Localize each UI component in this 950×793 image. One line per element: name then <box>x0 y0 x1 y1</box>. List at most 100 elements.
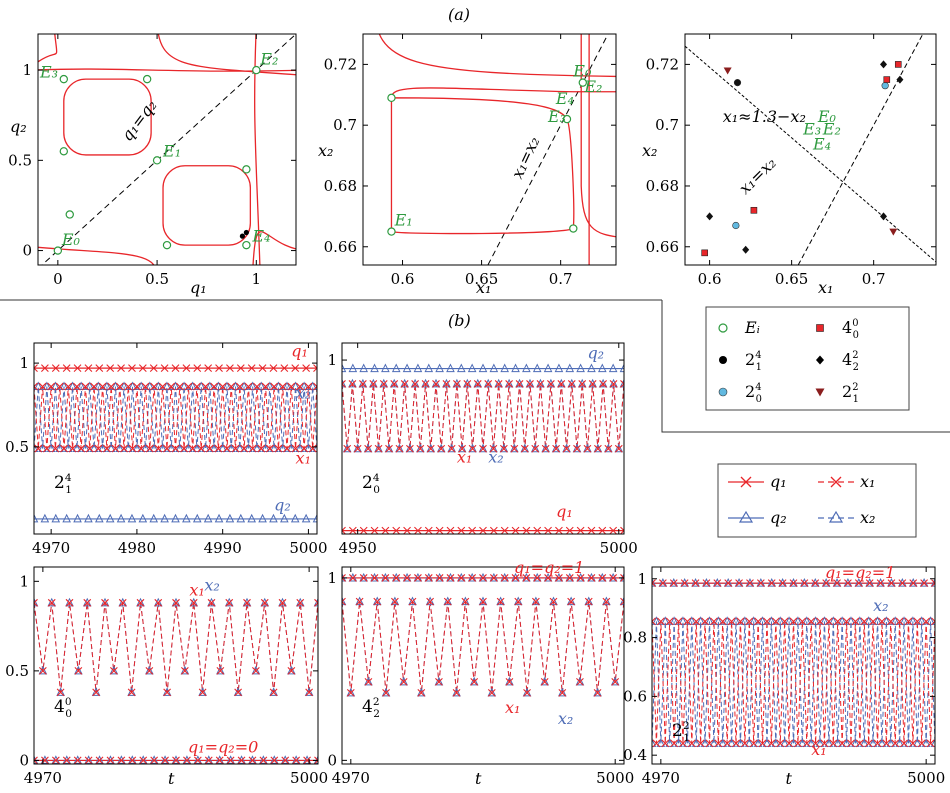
x1-point-marker <box>576 678 584 686</box>
x1-point-marker <box>382 688 390 697</box>
x1-point-marker <box>558 688 567 697</box>
x2-point-marker <box>274 381 283 391</box>
q1-point-marker <box>724 579 733 588</box>
x2-point-marker <box>118 597 128 607</box>
x1-point-marker <box>882 739 891 748</box>
x1-point-marker <box>665 617 674 626</box>
b1-plot <box>34 364 317 523</box>
q1-point-marker <box>280 364 289 373</box>
x2-point-marker <box>154 381 163 391</box>
q2-point-marker <box>608 363 618 373</box>
q1-point-marker <box>909 579 918 588</box>
q1-point-marker <box>281 756 290 764</box>
q2-point-marker <box>348 572 358 582</box>
q2-point-marker <box>290 513 300 523</box>
x1-point-marker <box>785 739 793 748</box>
b1-frame <box>33 342 318 535</box>
q1-point-marker <box>489 526 498 534</box>
x2-point-marker <box>109 665 119 675</box>
q2-point-marker <box>248 755 257 764</box>
x2-point-marker <box>355 596 364 606</box>
orbit-point-marker <box>243 229 249 236</box>
x1-point-marker <box>34 598 38 607</box>
q2-point-marker <box>576 363 585 373</box>
x2-point-marker <box>487 687 497 697</box>
b2-xtick-label: 4950 <box>339 539 377 557</box>
x1-point-marker <box>47 598 56 607</box>
x1-point-marker <box>776 739 785 748</box>
x1-point-marker <box>167 382 176 391</box>
x2-point-marker <box>226 443 236 453</box>
x1-point-marker <box>614 444 623 453</box>
x1-point-marker <box>749 739 758 748</box>
x1-point-marker <box>567 380 576 388</box>
q2-point-marker <box>225 513 235 523</box>
x1-point-marker <box>390 380 399 388</box>
legend-b-box <box>717 463 917 538</box>
x1-point-marker <box>732 739 740 748</box>
x1-point-marker <box>816 617 824 626</box>
q1-point-marker <box>652 579 656 588</box>
q2-point-marker <box>511 572 520 582</box>
a1-frame <box>37 33 297 266</box>
x2-point-marker <box>443 596 453 606</box>
x2-point-marker <box>452 687 461 697</box>
q2-point-marker <box>489 572 499 582</box>
legend-marker <box>815 388 825 397</box>
q1-point-marker <box>193 756 202 764</box>
q1-point-marker <box>128 756 137 764</box>
x1-point-marker <box>154 444 163 453</box>
x1-point-marker <box>416 444 425 453</box>
q1-point-marker <box>226 364 234 373</box>
regime-label-sub: 1 <box>65 484 72 496</box>
x2-point-marker <box>38 665 48 675</box>
x2-point-marker <box>34 381 43 391</box>
x2-point-marker <box>171 597 181 607</box>
b3-plot <box>34 597 318 764</box>
x2-point-marker <box>353 443 362 453</box>
x1-point-marker <box>789 617 798 626</box>
a2-ytick-label: 0.72 <box>324 55 357 73</box>
x2-point-marker <box>34 597 39 607</box>
x1-point-marker <box>452 688 461 697</box>
legend-label-sup: 2 <box>852 350 858 361</box>
x1-point-marker <box>500 444 508 453</box>
x2-point-marker <box>868 738 878 747</box>
legend-marker <box>718 387 728 397</box>
x2-point-marker <box>222 381 232 391</box>
a2-xtick-label: 0.65 <box>465 270 498 288</box>
orbit-point-marker <box>723 67 732 75</box>
x2-point-marker <box>261 443 270 453</box>
series-label: x₂ <box>204 575 219 594</box>
q2-point-marker <box>887 578 896 587</box>
x2-point-marker <box>549 596 558 606</box>
a2-ytick-label: 0.68 <box>324 177 357 195</box>
x2-point-marker <box>899 616 909 625</box>
q2-point-marker <box>312 513 317 523</box>
x2-point-marker <box>158 443 167 453</box>
q2-point-marker <box>280 755 290 764</box>
legend-marker <box>719 356 727 364</box>
legend-a-item: 24 0 <box>718 382 762 405</box>
q1-point-marker <box>392 526 401 534</box>
x2-point-marker <box>722 616 732 625</box>
legend-label-sup: 4 <box>755 382 761 393</box>
q1-point-marker <box>51 364 60 373</box>
q1-point-marker <box>269 364 278 373</box>
x2-point-marker <box>239 381 249 391</box>
q1-point-marker <box>62 756 71 764</box>
x1-point-marker <box>60 444 68 453</box>
q2-point-marker <box>435 363 444 373</box>
x2-point-marker <box>510 443 519 453</box>
x1-point-marker <box>42 444 51 453</box>
legend-marker <box>816 324 824 332</box>
x2-point-marker <box>452 378 462 388</box>
x1-point-marker <box>287 382 296 391</box>
q2-point-marker <box>930 578 935 587</box>
q1-point-marker <box>669 579 678 588</box>
x2-point-marker <box>175 443 185 453</box>
x1-point-marker <box>244 382 253 391</box>
q2-point-marker <box>456 363 466 373</box>
x1-point-marker <box>364 444 372 453</box>
legend-label: q₁ <box>770 472 787 491</box>
